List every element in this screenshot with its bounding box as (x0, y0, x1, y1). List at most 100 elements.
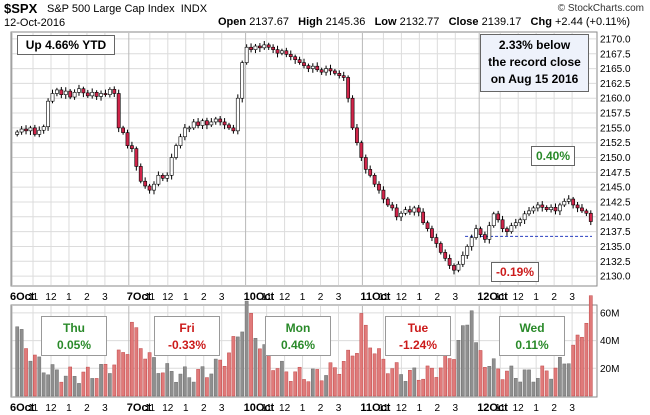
price-x-label-29: 3 (569, 292, 575, 303)
chg-value: +2.44 (+0.11%) (555, 16, 631, 28)
price-tick-label-13: 2162.5 (600, 79, 631, 90)
candle-body-85 (390, 204, 395, 209)
volume-bar-58 (271, 370, 275, 397)
volume-bar-46 (218, 359, 223, 397)
volume-bar-2 (24, 348, 28, 397)
volume-bar-41 (196, 369, 200, 397)
candle-body-64 (297, 59, 302, 63)
candle-body-52 (244, 46, 249, 63)
volume-bar-35 (169, 371, 174, 397)
price-x-label-9: 1 (183, 292, 189, 303)
volume-bar-87 (399, 374, 403, 397)
price-x-label-16: 2 (318, 292, 324, 303)
candle-body-68 (315, 65, 320, 71)
volume-bar-27 (134, 327, 139, 397)
price-x-label-13: 11 (261, 292, 272, 303)
volume-bar-125 (566, 363, 571, 397)
volume-bar-30 (147, 352, 152, 397)
candle-body-7 (46, 100, 50, 127)
vol-x-label-15: 1 (300, 403, 306, 414)
vol-x-label-21: 1 (417, 403, 423, 414)
candle-body-123 (558, 204, 562, 212)
day-change-value: 0.05% (56, 338, 92, 352)
volume-bar-95 (434, 377, 439, 397)
record-text-line3: on Aug 15 2016 (490, 72, 579, 86)
volume-bar-117 (531, 381, 536, 397)
price-x-label-23: 3 (453, 292, 459, 303)
volume-bar-61 (284, 371, 289, 397)
volume-bar-22 (112, 364, 117, 397)
volume-bar-76 (350, 355, 355, 397)
candle-body-47 (222, 121, 227, 126)
candle-body-129 (584, 210, 589, 214)
candle-body-35 (169, 157, 174, 176)
open-value: 2137.67 (249, 16, 289, 28)
volume-bar-4 (33, 354, 37, 397)
volume-bar-65 (302, 379, 306, 397)
candle-body-95 (434, 237, 439, 244)
candle-body-74 (341, 75, 346, 78)
volume-bar-64 (297, 366, 302, 397)
price-x-label-17: 3 (336, 292, 342, 303)
volume-bar-112 (509, 365, 514, 397)
vol-x-label-4: 2 (84, 403, 90, 414)
volume-bar-7 (46, 374, 50, 397)
price-tick-label-15: 2167.5 (600, 49, 631, 60)
candle-body-120 (544, 207, 549, 210)
vol-x-label-29: 3 (569, 403, 575, 414)
candle-body-119 (540, 204, 545, 208)
candle-body-87 (399, 212, 403, 218)
candle-body-77 (355, 127, 359, 143)
price-tick-label-1: 2132.5 (600, 257, 631, 268)
price-x-label-0: 6Oct (10, 291, 35, 303)
candle-body-17 (90, 91, 95, 97)
candle-body-6 (41, 126, 46, 131)
volume-bar-60 (280, 360, 284, 397)
candle-body-38 (182, 127, 187, 138)
volume-bar-9 (55, 369, 59, 397)
volume-bar-59 (275, 368, 280, 397)
volume-bar-21 (108, 373, 112, 397)
price-tick-label-4: 2140.0 (600, 212, 631, 223)
candle-body-126 (571, 198, 576, 206)
price-x-label-11: 3 (219, 292, 225, 303)
record-annotation: 2.33% below the record close on Aug 15 2… (480, 34, 589, 92)
vol-x-label-8: 12 (162, 403, 174, 414)
volume-bar-115 (522, 369, 527, 397)
candle-body-83 (381, 189, 386, 200)
volume-bar-123 (558, 356, 562, 397)
vol-x-label-11: 3 (219, 403, 225, 414)
volume-bar-68 (315, 369, 320, 397)
candle-body-75 (346, 77, 351, 99)
candle-body-48 (227, 124, 231, 129)
candle-body-98 (447, 258, 452, 266)
candle-body-29 (143, 180, 148, 187)
volume-bar-16 (85, 366, 90, 397)
ytd-text: Up 4.66% YTD (25, 38, 107, 52)
candle-body-34 (165, 175, 170, 179)
price-x-label-1: 11 (28, 292, 39, 303)
price-axis: 2130.0 2132.5 2135.0 2137.5 2140.0 2142.5 2145… (600, 34, 631, 282)
volume-bar-73 (337, 373, 342, 397)
volume-bar-103 (469, 310, 474, 397)
candle-body-107 (487, 225, 492, 240)
candle-body-66 (306, 65, 311, 69)
candle-body-70 (324, 68, 328, 73)
candle-body-46 (218, 118, 223, 123)
candle-body-93 (425, 222, 430, 229)
volume-bar-81 (372, 353, 377, 397)
candle-body-125 (566, 198, 571, 202)
candle-body-20 (103, 93, 108, 95)
candle-body-30 (147, 185, 152, 191)
volume-bar-18 (94, 378, 99, 397)
volume-bar-13 (72, 376, 77, 397)
price-x-label-18: 11Oct (360, 291, 390, 303)
candle-body-76 (350, 97, 355, 129)
candle-body-25 (125, 132, 130, 146)
candle-body-71 (328, 68, 333, 72)
volume-bar-114 (518, 381, 523, 397)
volume-bar-33 (160, 372, 165, 397)
volume-bar-92 (421, 378, 425, 397)
candle-body-40 (191, 121, 196, 129)
volume-bar-86 (394, 362, 399, 397)
